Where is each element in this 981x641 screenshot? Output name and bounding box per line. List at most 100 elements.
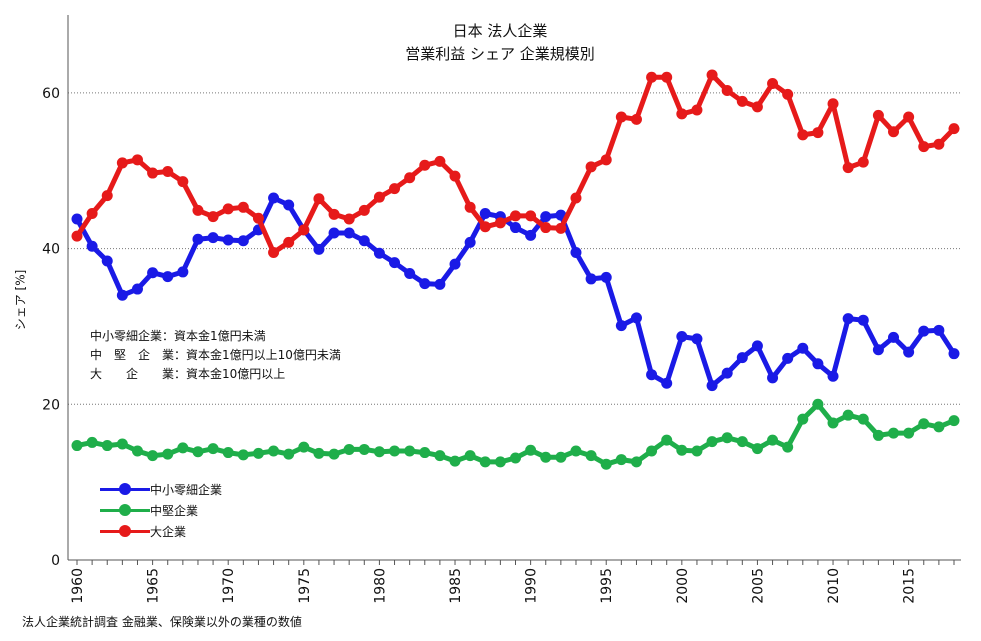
data-point bbox=[933, 421, 945, 433]
data-point bbox=[328, 208, 340, 220]
data-point bbox=[661, 434, 673, 446]
data-point bbox=[827, 98, 839, 110]
data-point bbox=[252, 447, 264, 459]
data-point bbox=[676, 331, 688, 343]
data-point bbox=[328, 227, 340, 239]
data-point bbox=[706, 436, 718, 448]
data-point bbox=[691, 333, 703, 345]
data-point bbox=[419, 159, 431, 171]
chart-title: 日本 法人企業 bbox=[452, 22, 548, 40]
data-point bbox=[313, 447, 325, 459]
x-tick-1985: 1985 bbox=[448, 568, 464, 604]
x-tick-1975: 1975 bbox=[297, 568, 313, 604]
data-point bbox=[389, 257, 401, 269]
data-point bbox=[646, 445, 658, 457]
data-point bbox=[268, 445, 280, 457]
data-point bbox=[767, 434, 779, 446]
data-point bbox=[857, 314, 869, 326]
data-point bbox=[751, 101, 763, 113]
data-point bbox=[918, 141, 930, 153]
data-point bbox=[721, 432, 733, 444]
data-point bbox=[630, 312, 642, 324]
x-tick-1965: 1965 bbox=[146, 568, 162, 604]
note-line-1: 中小零細企業：資本金1億円未満 bbox=[90, 329, 266, 343]
data-point bbox=[479, 208, 491, 220]
data-point bbox=[630, 456, 642, 468]
x-tick-2015: 2015 bbox=[902, 568, 918, 604]
data-point bbox=[842, 409, 854, 421]
x-tick-1995: 1995 bbox=[599, 568, 615, 604]
y-tick-60: 60 bbox=[42, 86, 60, 102]
data-point bbox=[948, 415, 960, 427]
data-point bbox=[147, 450, 159, 462]
data-point bbox=[207, 443, 219, 455]
data-point bbox=[570, 192, 582, 204]
data-point bbox=[131, 154, 143, 166]
data-point bbox=[116, 289, 128, 301]
x-tick-labels: 1960 1965 1970 1975 1980 1985 1990 1995 2000 2005… bbox=[70, 568, 918, 604]
data-point bbox=[706, 380, 718, 392]
data-point bbox=[358, 235, 370, 247]
data-point bbox=[510, 222, 521, 234]
data-point bbox=[343, 213, 355, 225]
data-point bbox=[419, 447, 431, 459]
y-tick-labels: 0 20 40 60 bbox=[42, 86, 60, 569]
data-point bbox=[71, 440, 83, 452]
data-point bbox=[222, 203, 234, 215]
data-point bbox=[207, 211, 219, 223]
data-point bbox=[570, 445, 582, 457]
data-point bbox=[131, 445, 143, 457]
data-point bbox=[116, 438, 128, 450]
data-point bbox=[797, 129, 809, 141]
data-point bbox=[283, 199, 295, 211]
data-point bbox=[691, 104, 703, 116]
y-tick-0: 0 bbox=[51, 553, 60, 569]
data-point bbox=[676, 108, 688, 120]
data-point bbox=[782, 441, 794, 453]
data-point bbox=[222, 447, 234, 459]
data-point bbox=[101, 440, 113, 452]
legend-dot-large bbox=[119, 525, 131, 537]
data-point bbox=[71, 213, 83, 225]
data-point bbox=[540, 211, 552, 223]
data-point bbox=[736, 352, 748, 364]
data-point bbox=[71, 230, 83, 242]
data-point bbox=[691, 445, 703, 457]
data-point bbox=[736, 436, 748, 448]
legend-label-small: 中小零細企業 bbox=[150, 483, 223, 497]
x-tick-2005: 2005 bbox=[750, 568, 766, 604]
data-point bbox=[525, 210, 537, 222]
data-point bbox=[177, 266, 189, 278]
data-point bbox=[162, 271, 174, 283]
data-point bbox=[177, 442, 189, 454]
legend-dot-small bbox=[119, 483, 131, 495]
data-point bbox=[630, 113, 642, 125]
data-point bbox=[313, 193, 325, 205]
data-point bbox=[237, 449, 249, 461]
data-point bbox=[116, 157, 128, 169]
legend-dot-mid bbox=[119, 504, 131, 516]
data-point bbox=[237, 235, 249, 247]
data-point bbox=[494, 456, 506, 468]
data-point bbox=[343, 443, 355, 455]
data-point bbox=[419, 278, 431, 290]
axes bbox=[67, 15, 961, 565]
data-point bbox=[464, 450, 476, 462]
data-point bbox=[782, 88, 794, 100]
data-point bbox=[358, 204, 370, 216]
data-point bbox=[147, 267, 159, 279]
data-point bbox=[540, 451, 552, 463]
data-point bbox=[162, 165, 174, 177]
data-point bbox=[86, 240, 98, 252]
data-point bbox=[676, 444, 688, 456]
data-point bbox=[192, 204, 204, 216]
data-point bbox=[812, 358, 824, 370]
legend-label-large: 大企業 bbox=[150, 525, 187, 539]
data-point bbox=[797, 413, 809, 425]
data-point bbox=[510, 210, 521, 222]
legend-label-mid: 中堅企業 bbox=[150, 504, 199, 518]
data-point bbox=[646, 369, 658, 381]
data-point bbox=[177, 176, 189, 188]
data-point bbox=[767, 78, 779, 90]
